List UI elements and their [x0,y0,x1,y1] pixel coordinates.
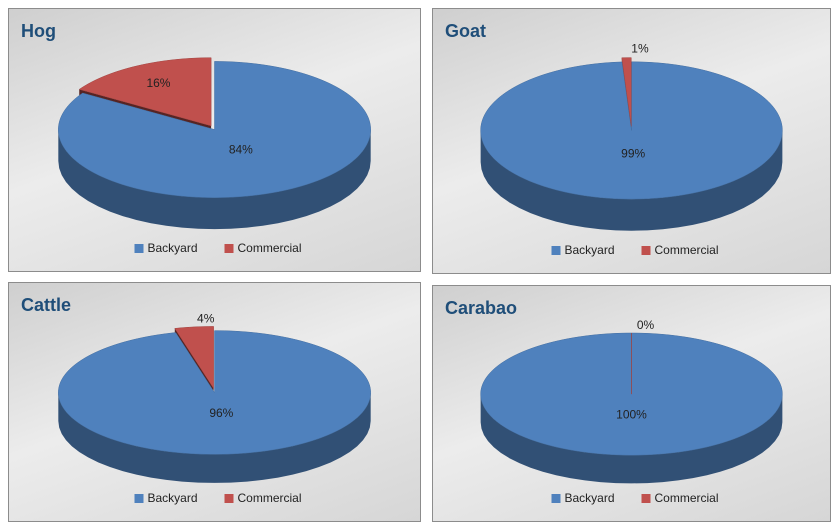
legend-swatch [641,246,651,255]
chart: Cattle 96% 4% Backyard Commercial [21,295,371,505]
chart-title: Cattle [21,295,71,315]
pie-side [480,394,783,484]
legend-label: Commercial [655,491,719,505]
pie-side [480,130,783,231]
legend-swatch [134,494,144,503]
data-label: 4% [197,312,215,326]
pie-slice [621,57,632,127]
chart: Goat 99% 1% Backyard Commercial [445,21,783,257]
pie-slice [78,57,212,127]
chart-panel: Carabao 100% 0% Backyard Commercial [432,285,831,522]
legend-label: Backyard [565,491,615,505]
chart-panel: Cattle 96% 4% Backyard Commercial [8,282,421,522]
data-label: 99% [621,147,645,161]
legend-label: Backyard [565,243,615,257]
pie-side [58,392,371,483]
legend-swatch [224,244,234,253]
chart-title: Hog [21,21,56,41]
chart: Hog 84% 16% Backyard Commercial [21,21,371,255]
chart-panel: Hog 84% 16% Backyard Commercial [8,8,421,272]
pie-slice [58,61,371,198]
data-label: 100% [616,408,647,422]
data-label: 1% [631,42,649,56]
legend-swatch [641,494,651,503]
data-label: 16% [146,76,170,90]
legend-swatch [134,244,144,253]
legend-swatch [551,494,561,503]
legend-swatch [224,494,234,503]
pie-side [58,129,371,230]
legend-swatch [551,246,561,255]
data-label: 84% [229,143,253,157]
data-label: 0% [637,318,655,332]
chart-panel: Goat 99% 1% Backyard Commercial [432,8,831,274]
legend-label: Backyard [148,241,198,255]
pie-slice [480,61,783,200]
pie-slice [174,326,214,390]
legend-label: Commercial [655,243,719,257]
chart-title: Carabao [445,298,517,318]
chart-title: Goat [445,21,486,41]
data-label: 96% [209,406,233,420]
legend-label: Commercial [238,491,302,505]
chart: Carabao 100% 0% Backyard Commercial [445,298,783,505]
legend-label: Commercial [238,241,302,255]
pie-slice [58,330,371,455]
legend-label: Backyard [148,491,198,505]
